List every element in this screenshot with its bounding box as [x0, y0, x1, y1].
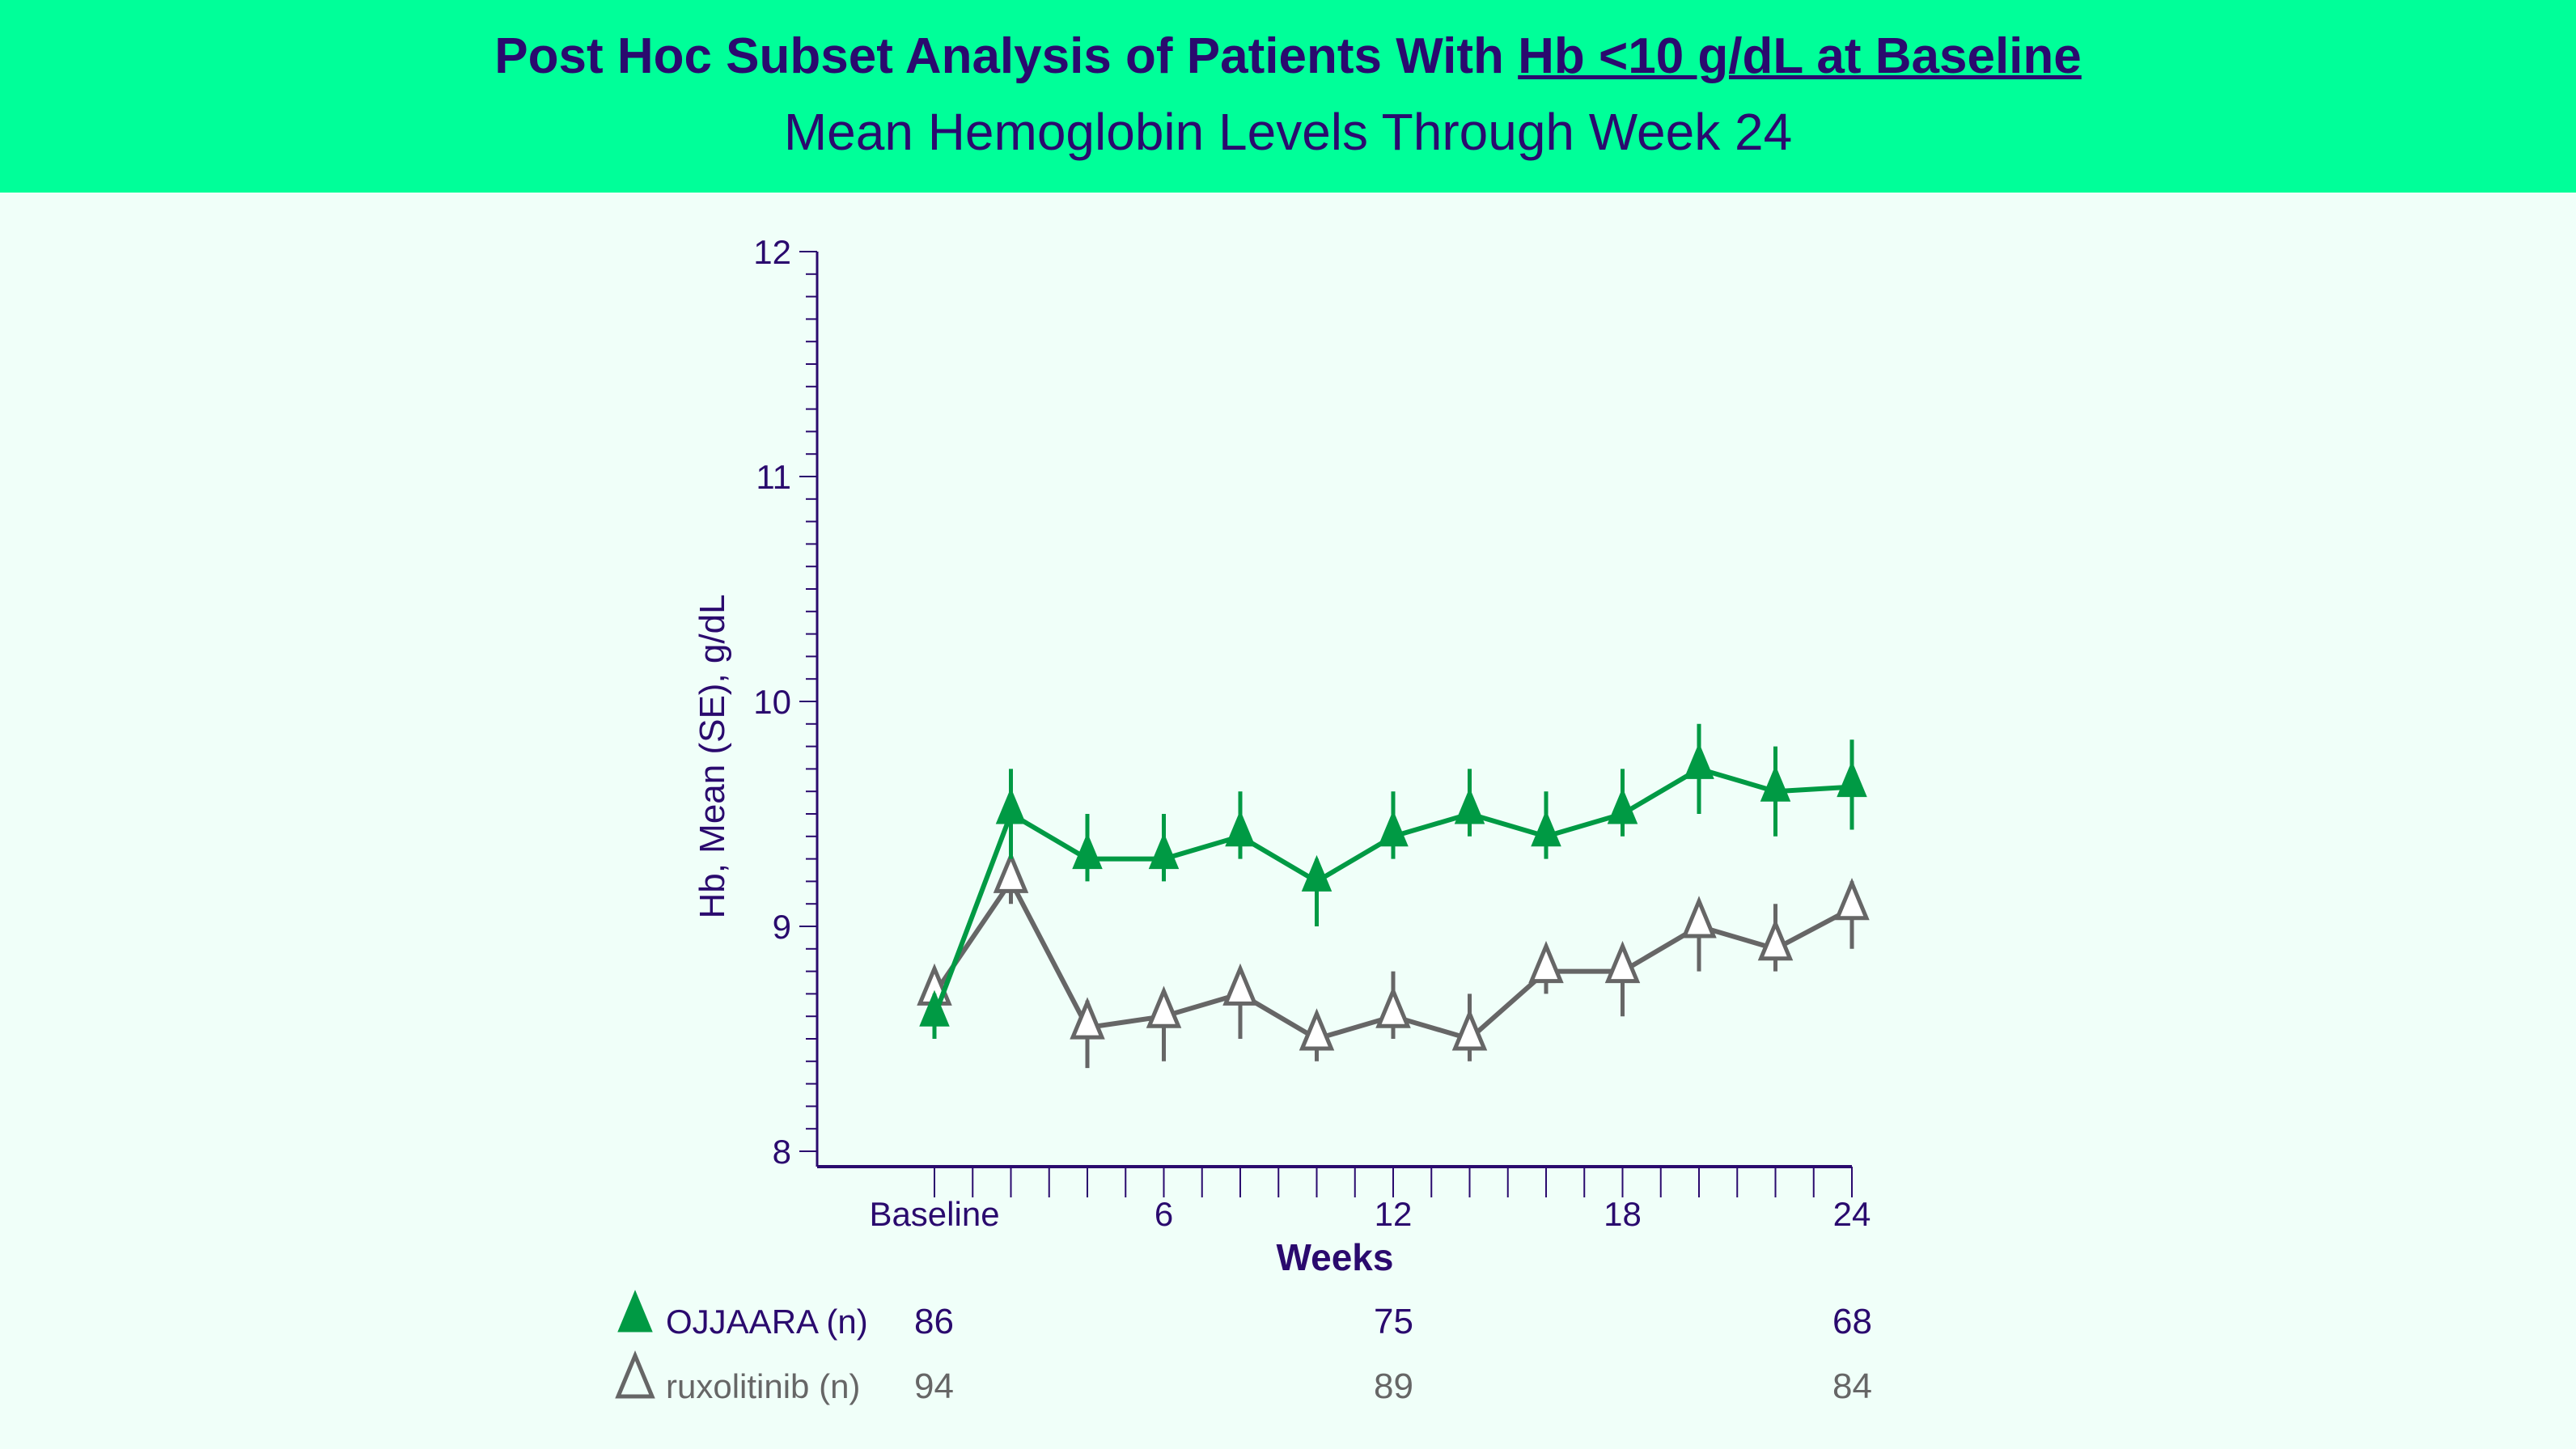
open-triangle-icon [615, 1350, 655, 1399]
n-table-value: 84 [1832, 1366, 1872, 1406]
data-point-marker [1684, 742, 1714, 779]
n-table-value: 75 [1374, 1302, 1413, 1341]
data-point-marker [1451, 1008, 1488, 1051]
data-point-marker [1375, 985, 1411, 1028]
x-tick-label: 6 [1155, 1195, 1173, 1233]
y-tick-label: 11 [756, 458, 791, 496]
data-point-marker [1070, 997, 1105, 1040]
data-point-marker [1222, 963, 1258, 1006]
data-point-marker [1148, 833, 1180, 870]
x-tick-label: 12 [1375, 1195, 1413, 1233]
n-table-row-label: OJJAARA (n) [666, 1303, 868, 1341]
filled-triangle-icon [617, 1290, 653, 1332]
x-tick-label: Baseline [869, 1195, 999, 1233]
chart-subtitle: Mean Hemoglobin Levels Through Week 24 [783, 103, 1793, 161]
data-point-marker [1454, 787, 1485, 824]
x-axis-label: Weeks [1277, 1236, 1394, 1278]
data-point-marker [1604, 940, 1641, 984]
y-tick-label: 12 [753, 233, 791, 271]
data-point-marker [1757, 918, 1794, 961]
n-table-value: 86 [914, 1302, 954, 1341]
x-tick-label: 18 [1604, 1195, 1642, 1233]
data-point-marker [995, 787, 1027, 824]
y-tick-label: 9 [773, 908, 791, 946]
data-point-marker [1834, 878, 1870, 921]
title-text: Post Hoc Subset Analysis of Patients Wit… [494, 28, 1519, 84]
x-tick-label: 24 [1833, 1195, 1871, 1233]
n-table-value: 94 [914, 1366, 954, 1406]
data-point-marker [1299, 1008, 1335, 1051]
data-point-marker [1072, 833, 1103, 870]
data-point-marker [1837, 761, 1867, 798]
data-point-marker [1146, 985, 1182, 1028]
data-point-marker [1681, 896, 1717, 938]
data-point-marker [1225, 810, 1256, 847]
series-ruxolitinib [917, 850, 1870, 1069]
data-point-marker [1528, 940, 1564, 984]
data-point-marker [1301, 854, 1332, 892]
data-point-marker [1378, 810, 1409, 847]
y-tick-label: 10 [753, 683, 791, 721]
chart-title: Post Hoc Subset Analysis of Patients Wit… [0, 28, 2576, 85]
y-axis-label: Hb, Mean (SE), g/dL [693, 594, 732, 918]
n-table-value: 68 [1832, 1302, 1872, 1341]
data-point-marker [1607, 787, 1638, 824]
title-underlined-text: Hb <10 g/dL at Baseline [1518, 28, 2082, 84]
n-table-row-label: ruxolitinib (n) [666, 1367, 860, 1405]
data-point-marker [1760, 765, 1791, 802]
data-point-marker [919, 989, 950, 1027]
data-point-marker [1531, 810, 1561, 847]
n-table-value: 89 [1374, 1366, 1413, 1406]
y-tick-label: 8 [773, 1133, 791, 1171]
header-banner: Post Hoc Subset Analysis of Patients Wit… [0, 0, 2576, 193]
data-point-marker [993, 850, 1029, 893]
series-ojjaara [919, 723, 1867, 1039]
